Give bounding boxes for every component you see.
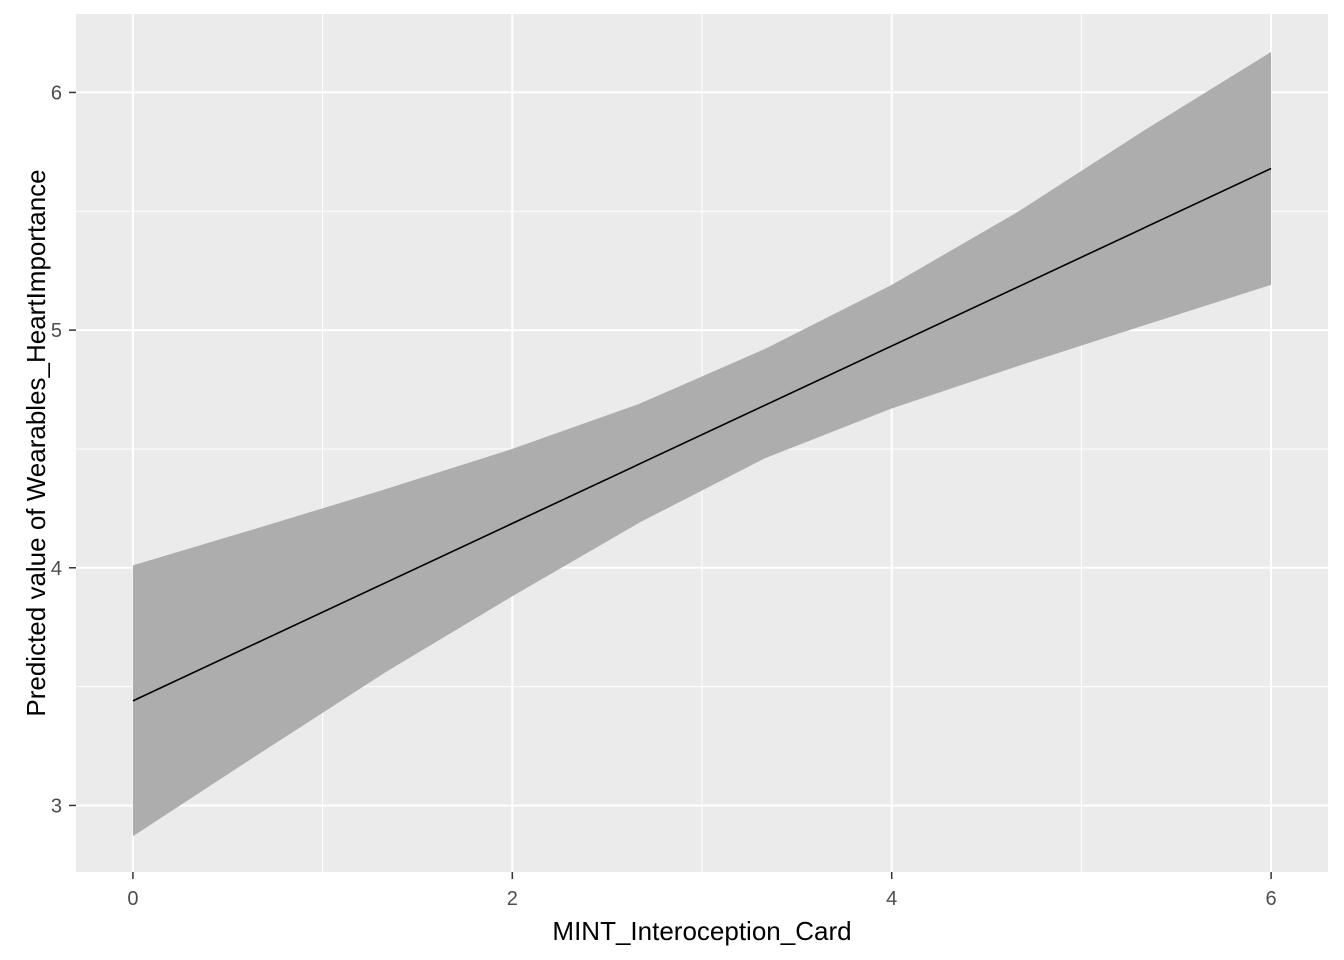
x-tick-label: 6 bbox=[1266, 888, 1277, 910]
confidence-ribbon bbox=[132, 52, 1272, 837]
series-line bbox=[132, 167, 1272, 702]
y-tick-label: 4 bbox=[51, 558, 62, 580]
y-axis-title: Predicted value of Wearables_HeartImport… bbox=[21, 169, 51, 716]
y-tick-label: 6 bbox=[51, 82, 62, 104]
y-axis-ticks: 3 4 5 6 bbox=[51, 82, 76, 817]
x-axis-ticks: 0 2 4 6 bbox=[127, 872, 1277, 910]
y-tick-label: 3 bbox=[51, 795, 62, 817]
x-tick-label: 0 bbox=[127, 888, 138, 910]
x-axis-title: MINT_Interoception_Card bbox=[552, 916, 851, 946]
x-tick-label: 4 bbox=[886, 888, 897, 910]
grid-major bbox=[76, 14, 1328, 872]
y-tick-label: 5 bbox=[51, 320, 62, 342]
x-tick-label: 2 bbox=[507, 888, 518, 910]
